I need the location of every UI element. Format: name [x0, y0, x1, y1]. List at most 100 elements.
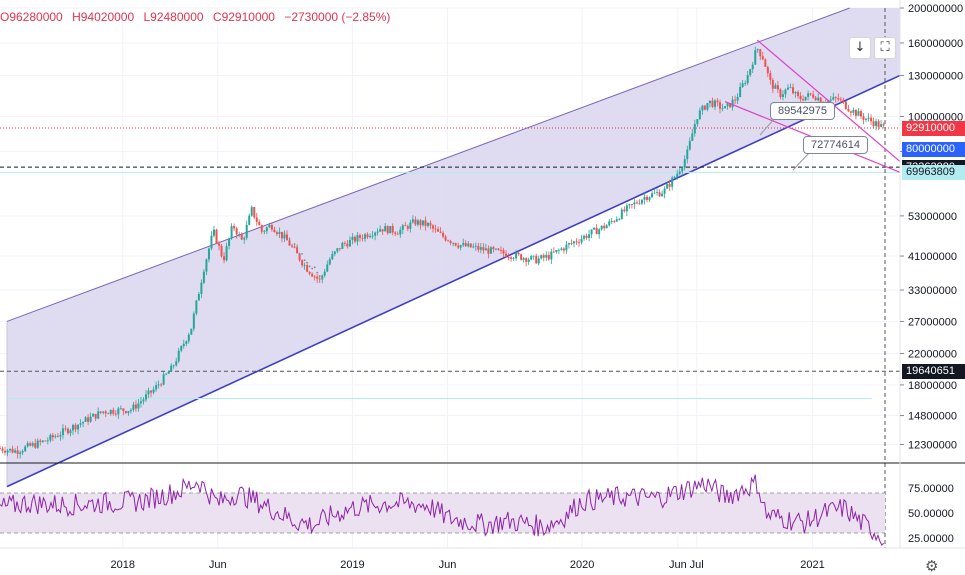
candle-body	[658, 192, 661, 197]
candle-body	[499, 250, 502, 251]
candle-body	[132, 404, 135, 410]
candle-body	[494, 248, 497, 250]
candle-body	[165, 373, 168, 375]
projection-dot	[318, 275, 321, 277]
projection-dot	[316, 271, 319, 274]
projection-dot	[286, 238, 288, 241]
candle-body	[313, 276, 316, 278]
projection-dot	[303, 259, 306, 262]
candle-body	[301, 260, 304, 266]
callout-lower-pointer	[792, 151, 811, 171]
candle-body	[175, 361, 178, 366]
candle-body	[39, 440, 42, 442]
candle-body	[270, 225, 273, 230]
candle-body	[459, 245, 462, 248]
candle-body	[285, 234, 288, 241]
candle-body	[570, 243, 573, 244]
candle-body	[535, 255, 538, 264]
candle-body	[837, 97, 840, 100]
candle-body	[520, 254, 523, 260]
callout-upper[interactable]: 89542975	[770, 102, 835, 120]
candle-body	[799, 95, 802, 100]
candle-body	[862, 116, 865, 120]
price-tag-0: 92910000	[902, 120, 965, 136]
candle-body	[572, 241, 575, 244]
candle-body	[316, 276, 319, 279]
candle-body	[804, 96, 807, 101]
candle-body	[89, 416, 92, 422]
candle-body	[379, 229, 382, 232]
candle-body	[462, 243, 465, 246]
candle-body	[640, 199, 643, 204]
candle-body	[250, 207, 253, 216]
candle-body	[419, 220, 422, 226]
candle-body	[469, 243, 472, 248]
candle-body	[875, 121, 878, 127]
candle-body	[205, 259, 208, 272]
candle-body	[220, 245, 223, 257]
candle-body	[117, 408, 120, 415]
candle-body	[454, 242, 457, 246]
candle-body	[298, 253, 301, 261]
candle-body	[545, 254, 548, 258]
candle-body	[834, 97, 837, 98]
candle-body	[44, 440, 47, 442]
candle-body	[517, 252, 520, 255]
candle-body	[308, 271, 311, 274]
price-tag-1: 80000000	[902, 141, 965, 157]
scroll-down-button[interactable]: ↓	[849, 37, 871, 59]
candle-body	[638, 203, 641, 205]
candle-body	[671, 177, 674, 187]
candle-body	[127, 411, 130, 414]
candle-body	[145, 394, 148, 400]
candle-body	[426, 222, 429, 226]
candle-body	[605, 225, 608, 229]
candle-body	[467, 243, 470, 247]
candle-body	[61, 428, 64, 436]
candle-body	[510, 257, 513, 259]
candle-body	[64, 428, 67, 430]
candle-body	[560, 248, 563, 250]
candle-body	[306, 265, 309, 272]
y-tick-label: 12300000	[908, 440, 957, 452]
projection-dot	[306, 261, 309, 264]
candle-body	[807, 93, 810, 97]
candle-body	[361, 237, 364, 239]
candle-body	[359, 235, 361, 238]
candle-body	[263, 231, 266, 232]
y-tick-label: 14800000	[908, 411, 957, 423]
settings-icon[interactable]: ⚙	[925, 557, 939, 575]
candle-body	[416, 220, 419, 225]
candle-body	[49, 434, 52, 441]
price-pane[interactable]	[0, 7, 901, 548]
candle-body	[240, 234, 243, 240]
candle-body	[532, 255, 535, 257]
candle-body	[744, 83, 747, 84]
x-tick-label: Jul	[690, 559, 704, 571]
candle-body	[172, 365, 175, 367]
candle-body	[170, 365, 173, 372]
wedge-upper-line	[756, 39, 901, 162]
candle-body	[819, 97, 822, 103]
candle-body	[1, 448, 4, 451]
callout-lower[interactable]: 72774614	[803, 136, 868, 154]
candle-body	[603, 225, 606, 229]
candle-body	[223, 256, 226, 261]
candle-body	[771, 79, 774, 89]
candle-body	[696, 119, 699, 125]
candle-body	[353, 236, 356, 242]
candle-body	[384, 226, 387, 232]
candle-body	[527, 259, 530, 262]
candle-body	[99, 411, 102, 413]
candle-body	[374, 232, 377, 236]
candle-body	[651, 193, 654, 198]
rsi-pane[interactable]	[0, 462, 965, 546]
fullscreen-button[interactable]: ⛶	[874, 37, 896, 59]
candle-body	[565, 244, 568, 251]
candle-body	[776, 85, 779, 90]
candle-body	[150, 390, 153, 393]
candle-body	[210, 235, 213, 249]
candle-body	[348, 239, 351, 247]
candle-body	[414, 219, 417, 225]
